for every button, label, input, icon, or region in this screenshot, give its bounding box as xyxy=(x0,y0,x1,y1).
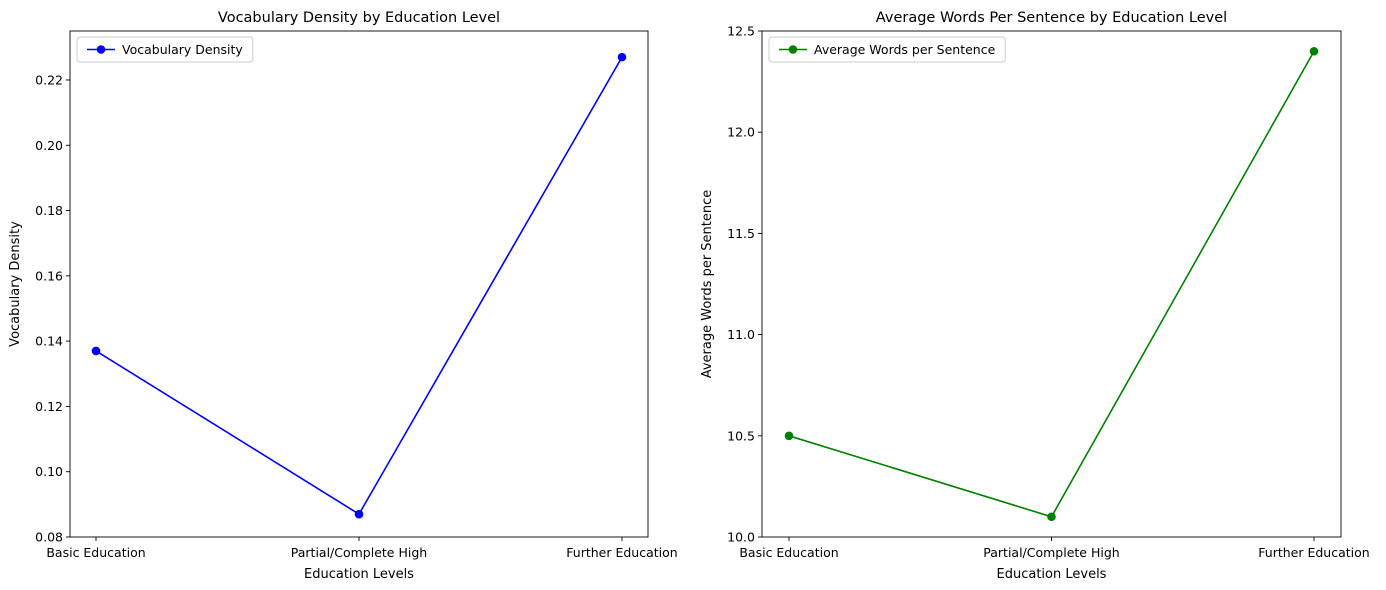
y-tick-label: 0.22 xyxy=(35,72,63,87)
x-tick-label: Partial/Complete High xyxy=(291,545,427,560)
y-tick-label: 0.12 xyxy=(35,399,63,414)
data-point xyxy=(784,431,794,441)
y-tick-label: 11.0 xyxy=(727,327,755,342)
x-tick-label: Partial/Complete High xyxy=(983,545,1119,560)
legend-box xyxy=(768,36,1006,63)
y-tick-label: 0.16 xyxy=(35,268,63,283)
series-line xyxy=(788,50,1315,518)
y-tick-label: 0.20 xyxy=(35,138,63,153)
x-axis-label: Education Levels xyxy=(997,567,1107,582)
legend-box xyxy=(76,36,254,63)
x-tick-label: Further Education xyxy=(566,545,677,560)
legend-swatch-marker xyxy=(788,45,798,54)
legend: Vocabulary Density xyxy=(76,36,254,63)
y-axis-label: Vocabulary Density xyxy=(8,221,23,347)
chart-panel-2: Average Words Per Sentence by Education … xyxy=(700,10,1370,582)
y-tick-label: 0.18 xyxy=(35,203,63,218)
legend-label: Vocabulary Density xyxy=(122,42,243,57)
legend-swatch-marker xyxy=(96,45,106,54)
y-tick-label: 12.5 xyxy=(727,24,755,39)
data-point xyxy=(1047,512,1056,522)
plot-frame xyxy=(761,30,1342,538)
y-tick-label: 12.0 xyxy=(727,125,755,140)
data-point xyxy=(354,509,364,519)
y-tick-label: 10.5 xyxy=(727,428,755,443)
y-tick-label: 0.14 xyxy=(35,334,63,349)
x-tick-label: Basic Education xyxy=(46,545,145,560)
chart-title: Average Words Per Sentence by Education … xyxy=(876,10,1227,26)
legend-label: Average Words per Sentence xyxy=(814,42,996,57)
series-line xyxy=(95,56,623,516)
y-tick-label: 10.0 xyxy=(727,530,755,545)
y-tick-label: 11.5 xyxy=(727,226,755,241)
data-point xyxy=(617,52,627,62)
y-axis-label: Average Words per Sentence xyxy=(700,190,715,379)
chart-panel-1: Vocabulary Density by Education Level 0.0… xyxy=(8,10,678,582)
chart-title: Vocabulary Density by Education Level xyxy=(218,10,500,26)
y-tick-label: 0.08 xyxy=(35,530,63,545)
data-point xyxy=(1309,46,1319,56)
y-tick-label: 0.10 xyxy=(35,464,63,479)
x-tick-label: Basic Education xyxy=(739,545,838,560)
plot-frame xyxy=(69,30,649,538)
x-tick-label: Further Education xyxy=(1258,545,1369,560)
data-point xyxy=(91,346,101,356)
legend: Average Words per Sentence xyxy=(768,36,1006,63)
x-axis-label: Education Levels xyxy=(304,567,414,582)
